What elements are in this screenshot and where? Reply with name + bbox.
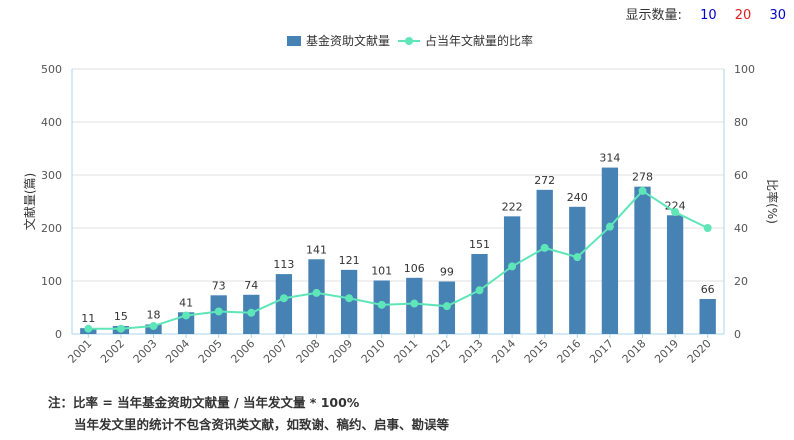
bar-value-label: 314: [599, 152, 620, 165]
ratio-point: [377, 300, 386, 309]
bar-value-label: 113: [273, 258, 294, 271]
bar-value-label: 74: [244, 279, 258, 292]
display-count-option-30[interactable]: 30: [769, 8, 786, 23]
bar-value-label: 141: [306, 243, 327, 256]
y-tick-label: 300: [41, 169, 62, 182]
y2-tick-label: 80: [734, 116, 748, 129]
x-tick-label: 2006: [228, 337, 257, 366]
ratio-point: [410, 299, 419, 308]
legend: 基金资助文献量 占当年文献量的比率: [287, 33, 533, 48]
bar-value-label: 151: [469, 238, 490, 251]
bar-value-label: 66: [701, 283, 715, 296]
bar-value-label: 106: [404, 262, 425, 275]
ratio-point: [605, 222, 614, 231]
y2-tick-label: 60: [734, 169, 748, 182]
bar-value-label: 222: [502, 200, 523, 213]
ratio-line: [88, 189, 709, 330]
bar-value-label: 11: [81, 312, 95, 325]
bar: [666, 215, 684, 334]
x-tick-label: 2014: [489, 337, 518, 366]
bar-value-label: 18: [147, 308, 161, 321]
y-axis-title: 文献量(篇): [22, 173, 37, 230]
ratio-point: [540, 243, 549, 252]
x-tick-label: 2012: [424, 337, 453, 366]
x-tick-label: 2008: [294, 337, 323, 366]
y2-tick-label: 20: [734, 275, 748, 288]
ratio-point: [508, 262, 517, 271]
x-tick-label: 2009: [326, 337, 355, 366]
bar-value-label: 121: [339, 254, 360, 267]
bar-value-label: 41: [179, 296, 193, 309]
y2-tick-label: 40: [734, 222, 748, 235]
x-tick-label: 2015: [522, 337, 551, 366]
x-tick-label: 2016: [554, 337, 583, 366]
bar: [503, 216, 521, 334]
bar-value-label: 101: [371, 264, 392, 277]
bar-value-label: 272: [534, 174, 555, 187]
display-count-option-20[interactable]: 20: [734, 8, 752, 23]
bar: [601, 167, 619, 334]
ratio-point: [182, 311, 191, 320]
bar-value-label: 15: [114, 310, 128, 323]
bar: [699, 299, 716, 334]
footnote: 注：比率 = 当年基金资助文献量 / 当年发文量 * 100% 当年发文里的统计…: [48, 392, 449, 436]
x-tick-label: 2019: [652, 337, 681, 366]
y2-tick-label: 0: [734, 328, 741, 341]
ratio-point: [312, 288, 321, 297]
x-tick-label: 2004: [163, 337, 192, 366]
ratio-point: [475, 286, 484, 295]
bar: [275, 274, 293, 334]
display-count-option-10[interactable]: 10: [700, 8, 717, 23]
ratio-point: [442, 302, 451, 311]
ratio-point: [214, 307, 223, 316]
x-tick-label: 2003: [131, 337, 160, 366]
y-tick-label: 400: [41, 116, 62, 129]
x-tick-label: 2010: [359, 337, 388, 366]
bar: [536, 189, 553, 334]
bar-value-label: 99: [440, 266, 454, 279]
y2-axis-title: 比率(%): [765, 179, 780, 224]
x-tick-label: 2017: [587, 337, 616, 366]
ratio-point: [279, 294, 288, 303]
y-tick-label: 500: [41, 63, 62, 76]
bar: [634, 186, 651, 334]
x-tick-label: 2018: [620, 337, 649, 366]
bar-value-label: 240: [567, 191, 588, 204]
y-tick-label: 200: [41, 222, 62, 235]
ratio-point: [345, 294, 354, 303]
x-tick-label: 2007: [261, 337, 290, 366]
legend-bar-swatch: [287, 36, 301, 46]
ratio-point: [703, 224, 712, 232]
ratio-point: [671, 208, 680, 217]
x-tick-label: 2013: [457, 337, 486, 366]
ratio-point: [84, 324, 93, 333]
footnote-line-1: 注：比率 = 当年基金资助文献量 / 当年发文量 * 100%: [48, 395, 360, 410]
bar-value-label: 73: [212, 279, 226, 292]
x-tick-label: 2011: [391, 337, 420, 366]
x-tick-label: 2020: [685, 337, 714, 366]
x-tick-label: 2005: [196, 337, 225, 366]
display-count-label: 显示数量:: [625, 8, 682, 23]
display-count-control: 显示数量: 10 20 30: [626, 4, 786, 23]
bar: [569, 206, 586, 334]
y2-tick-label: 100: [734, 63, 755, 76]
ratio-point: [638, 186, 647, 195]
ratio-point: [573, 253, 582, 262]
y-tick-label: 0: [55, 328, 62, 341]
footnote-line-2: 当年发文里的统计不包含资讯类文献，如致谢、稿约、启事、勘误等: [74, 417, 450, 432]
legend-line-marker: [405, 37, 413, 45]
ratio-point: [247, 308, 256, 317]
bar-value-label: 278: [632, 171, 653, 184]
legend-bar-label: 基金资助文献量: [306, 33, 390, 48]
x-tick-label: 2001: [65, 337, 94, 366]
funding-chart: 0 100 200 300 400 500 0 20 40 60 80 100 文献量(篇) 比率(%) 1…: [22, 33, 780, 366]
legend-line-label: 占当年文献量的比率: [425, 33, 533, 48]
ratio-point: [149, 322, 158, 331]
x-tick-label: 2002: [98, 337, 127, 366]
ratio-point: [116, 324, 125, 333]
y-tick-label: 100: [41, 275, 62, 288]
